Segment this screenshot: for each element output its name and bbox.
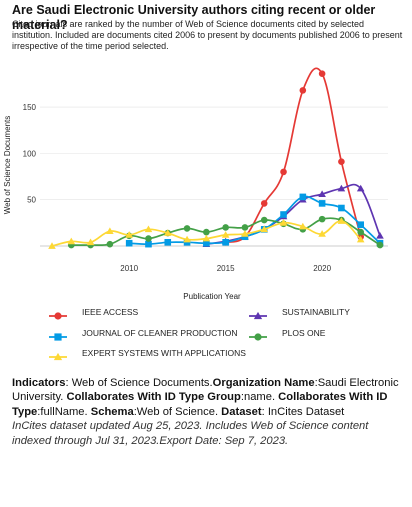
series-sustainability bbox=[202, 183, 384, 247]
data-point bbox=[318, 200, 326, 207]
x-tick-label: 2010 bbox=[120, 264, 138, 273]
series-expert-systems-with-applications bbox=[48, 217, 365, 249]
data-point bbox=[260, 216, 268, 224]
dataset-info: Indicators: Web of Science Documents.Org… bbox=[12, 377, 399, 447]
data-point bbox=[338, 158, 345, 166]
collab-type-value: fullName. bbox=[40, 405, 88, 418]
schema-value: Web of Science. bbox=[136, 405, 219, 418]
data-point bbox=[280, 168, 287, 176]
organization-label: Organization Name bbox=[212, 377, 315, 389]
data-point bbox=[202, 234, 211, 242]
legend-item: SUSTAINABILITY bbox=[249, 307, 350, 320]
x-tick-labels: 2010 2015 2020 bbox=[120, 264, 331, 273]
data-point bbox=[299, 222, 307, 230]
dataset-label: Dataset bbox=[221, 405, 262, 418]
data-point bbox=[260, 200, 268, 207]
data-point bbox=[357, 228, 365, 236]
line-chart: 50 100 150 2010 2015 2020 Web of Science Doc… bbox=[3, 67, 388, 361]
data-point bbox=[125, 231, 133, 238]
schema-label: Schema bbox=[90, 405, 134, 418]
series-line bbox=[225, 67, 362, 244]
data-point bbox=[164, 238, 172, 246]
x-tick-label: 2015 bbox=[217, 264, 235, 273]
data-point bbox=[54, 312, 62, 320]
data-point bbox=[318, 190, 326, 197]
collab-group-value: name. bbox=[243, 391, 276, 404]
collab-group-label: Collaborates With ID Type Group bbox=[66, 391, 241, 404]
organization-value: Saudi Electronic University. bbox=[12, 377, 399, 404]
data-point bbox=[48, 242, 56, 249]
collab-type-label: Collaborates With ID Type bbox=[12, 391, 388, 418]
legend-label: SUSTAINABILITY bbox=[282, 307, 350, 317]
data-point bbox=[86, 238, 95, 246]
data-point bbox=[144, 225, 153, 233]
data-point bbox=[253, 311, 263, 320]
data-point bbox=[337, 184, 346, 192]
data-point bbox=[299, 193, 307, 201]
data-point bbox=[222, 224, 229, 231]
series-lines bbox=[48, 67, 384, 249]
data-point bbox=[106, 227, 114, 235]
dataset-value: InCites Dataset bbox=[267, 405, 345, 418]
gridlines bbox=[40, 106, 388, 200]
data-point bbox=[260, 225, 269, 233]
export-footnote: InCites dataset updated Aug 25, 2023. In… bbox=[12, 420, 369, 447]
data-point bbox=[318, 230, 326, 237]
data-point bbox=[280, 211, 287, 218]
data-point bbox=[163, 229, 172, 236]
legend-label: EXPERT SYSTEMS WITH APPLICATIONS bbox=[82, 348, 246, 358]
y-axis-title: Web of Science Documents bbox=[3, 116, 12, 215]
legend-item: JOURNAL OF CLEANER PRODUCTION bbox=[49, 328, 238, 341]
indicators-label: Indicators bbox=[12, 377, 66, 389]
data-point bbox=[337, 217, 346, 224]
legend-item: PLOS ONE bbox=[249, 328, 326, 341]
data-point bbox=[241, 224, 249, 231]
data-point bbox=[279, 219, 288, 226]
data-point bbox=[183, 235, 191, 243]
legend-label: JOURNAL OF CLEANER PRODUCTION bbox=[82, 328, 238, 338]
data-point bbox=[106, 240, 114, 248]
data-point bbox=[356, 235, 365, 243]
y-tick-labels: 50 100 150 bbox=[23, 103, 37, 205]
legend-label: PLOS ONE bbox=[282, 328, 326, 338]
data-point bbox=[54, 333, 62, 341]
data-point bbox=[338, 204, 345, 212]
data-point bbox=[125, 239, 133, 247]
data-point bbox=[221, 231, 230, 238]
data-point bbox=[376, 232, 384, 239]
y-tick-label: 150 bbox=[23, 103, 37, 112]
x-tick-label: 2020 bbox=[313, 264, 331, 273]
data-point bbox=[203, 239, 210, 247]
chart-subtitle: Cited journals are ranked by the number … bbox=[12, 19, 403, 52]
data-point bbox=[299, 87, 307, 94]
indicators-value: Web of Science Documents. bbox=[71, 377, 213, 389]
data-point bbox=[203, 228, 210, 236]
data-point bbox=[183, 225, 191, 232]
x-axis-title: Publication Year bbox=[183, 292, 241, 301]
data-point bbox=[356, 184, 365, 192]
data-point bbox=[241, 230, 249, 237]
chart-title: Are Saudi Electronic University authors … bbox=[12, 3, 376, 32]
y-tick-label: 100 bbox=[23, 149, 37, 158]
legend-item: IEEE ACCESS bbox=[49, 307, 139, 320]
data-point bbox=[53, 352, 63, 361]
data-point bbox=[318, 215, 326, 223]
data-point bbox=[222, 238, 229, 246]
data-point bbox=[254, 333, 262, 341]
data-point bbox=[357, 221, 365, 228]
data-point bbox=[145, 235, 152, 242]
data-point bbox=[318, 70, 326, 78]
y-tick-label: 50 bbox=[27, 196, 36, 205]
legend-item: EXPERT SYSTEMS WITH APPLICATIONS bbox=[49, 348, 246, 361]
data-point bbox=[67, 237, 76, 245]
legend: IEEE ACCESS SUSTAINABILITY JOURNAL OF CLEA… bbox=[49, 307, 350, 361]
legend-label: IEEE ACCESS bbox=[82, 307, 139, 317]
data-point bbox=[376, 241, 384, 249]
data-point bbox=[145, 240, 152, 248]
